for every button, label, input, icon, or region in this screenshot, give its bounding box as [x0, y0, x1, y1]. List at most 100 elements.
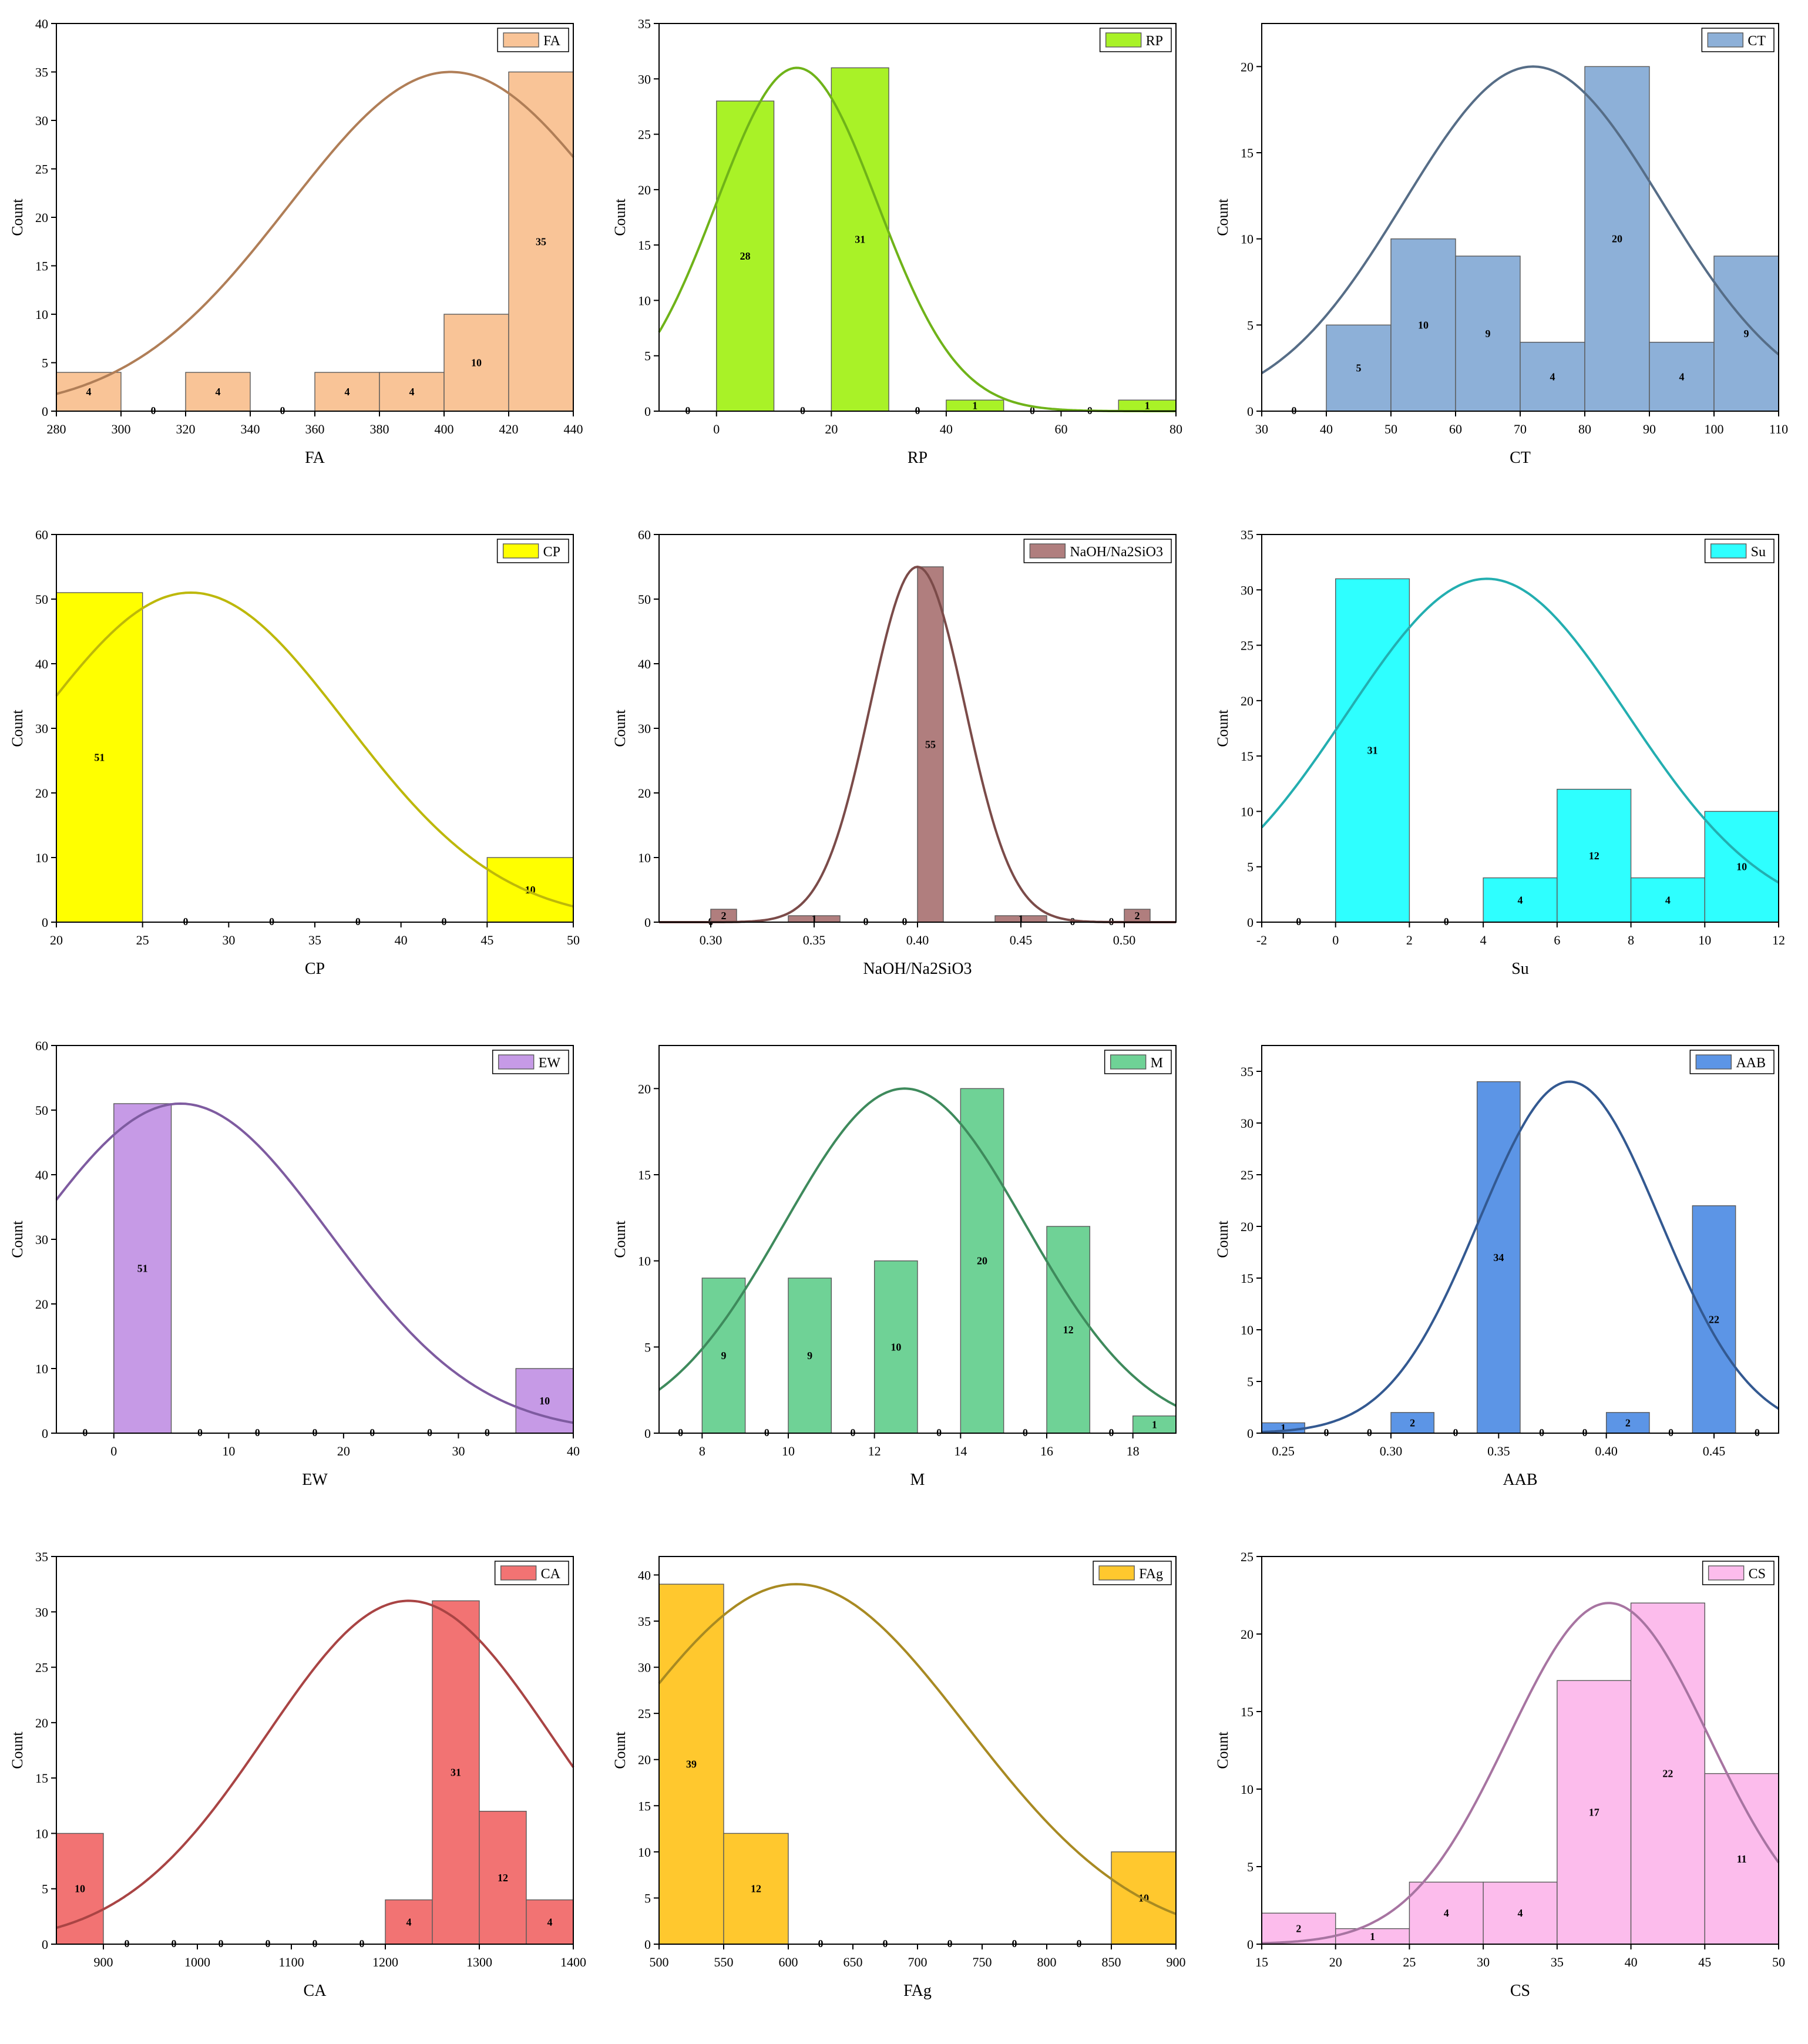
histogram-bar: [56, 592, 143, 923]
y-tick-label: 10: [1241, 804, 1253, 819]
x-tick-label: 8: [1628, 933, 1634, 947]
y-tick-label: 40: [638, 657, 651, 671]
x-tick-label: 45: [480, 933, 493, 947]
legend: Su: [1704, 539, 1775, 563]
plot-frame: [658, 23, 1177, 412]
y-tick-label: 20: [1241, 1219, 1253, 1234]
y-tick-label: 5: [42, 1882, 48, 1897]
x-tick-label: 400: [435, 422, 454, 436]
y-tick-label: 25: [35, 1660, 48, 1675]
normal-distribution-curve: [1261, 577, 1780, 884]
bar-count-label: 12: [498, 1872, 508, 1884]
x-tick-label: 0: [713, 422, 720, 436]
normal-distribution-curve: [55, 591, 574, 908]
bar-count-label: 12: [1589, 850, 1599, 862]
histogram-panel-fa: 4 0 4 0 4 4 10 35 280 300 320 340 360 380 400 420 440 0 5 1…: [0, 0, 603, 511]
bar-count-label: 10: [471, 357, 482, 369]
histogram-bar: [716, 100, 775, 412]
bar-count-label: 1: [1281, 1422, 1286, 1434]
y-tick-label: 40: [638, 1568, 651, 1582]
bar-count-label: 4: [216, 386, 221, 398]
x-tick-label: 18: [1127, 1444, 1140, 1458]
legend-swatch: [498, 1054, 535, 1070]
histogram-panel-su: 0 31 0 4 12 4 10 -2 0 2 4 6 8 10 12 0 5 10 15 20 25 30 35 Su Cou…: [1205, 511, 1808, 1022]
x-tick-label: 280: [47, 422, 66, 436]
bar-count-label: 4: [409, 386, 415, 398]
x-tick-label: 800: [1037, 1955, 1057, 1969]
x-tick-label: 0.35: [1487, 1444, 1510, 1458]
bar-count-label: 17: [1589, 1807, 1599, 1818]
y-tick-label: 10: [1241, 232, 1253, 247]
bar-count-label: 2: [1410, 1417, 1415, 1428]
x-tick-label: 16: [1040, 1444, 1053, 1458]
legend-label: CS: [1749, 1566, 1766, 1582]
histogram-bar: [960, 1088, 1004, 1434]
y-tick-label: 30: [638, 72, 651, 86]
x-tick-label: 80: [1170, 422, 1182, 436]
chart-svg: 021005510020.300.350.400.450.50010203040…: [611, 527, 1177, 978]
x-tick-label: 4: [1480, 933, 1487, 947]
x-tick-label: 2: [1406, 933, 1413, 947]
histogram-bar: [1692, 1205, 1736, 1434]
y-tick-label: 15: [1241, 146, 1253, 160]
y-tick-label: 35: [35, 65, 48, 80]
x-tick-label: 50: [567, 933, 580, 947]
x-tick-label: 380: [370, 422, 389, 436]
x-tick-label: 35: [308, 933, 321, 947]
histogram-panel-cp: 51 0 0 0 0 10 20 25 30 35 40 45 50 0 10 20 30 40 50 60 CP Cou…: [0, 511, 603, 1022]
histogram-panel-ca: 10 0 0 0 0 0 0 4 31 12 4 900 1000 1100 1200 1300 1400 0 5 1…: [0, 1533, 603, 2044]
y-axis-title: Count: [611, 1220, 629, 1258]
normal-distribution-curve: [1261, 65, 1780, 375]
y-tick-label: 15: [1241, 749, 1253, 764]
legend-swatch: [1710, 543, 1747, 559]
histogram-panel-ct: 0 5 10 9 4 20 4 9 30 40 50 60 70 80 90 100 110 0 5 10 15 20 CT…: [1205, 0, 1808, 511]
x-tick-label: 650: [843, 1955, 863, 1969]
legend: M: [1104, 1050, 1172, 1074]
y-tick-label: 5: [42, 356, 48, 371]
y-tick-label: 15: [638, 238, 651, 253]
bar-count-label: 22: [1662, 1768, 1673, 1780]
x-tick-label: 15: [1255, 1955, 1268, 1969]
legend-label: CP: [543, 544, 560, 560]
x-tick-label: 40: [567, 1444, 580, 1458]
y-axis-title: Count: [1214, 709, 1231, 747]
y-axis-title: Count: [9, 1220, 26, 1258]
bar-count-label: 28: [740, 250, 751, 262]
y-tick-label: 0: [1247, 1426, 1253, 1441]
legend: CA: [494, 1561, 569, 1585]
y-tick-label: 20: [1241, 694, 1253, 708]
legend-label: NaOH/Na2SiO3: [1070, 544, 1163, 560]
x-tick-label: 300: [112, 422, 131, 436]
x-tick-label: 1000: [184, 1955, 210, 1969]
y-tick-label: 30: [1241, 583, 1253, 597]
y-tick-label: 50: [638, 592, 651, 607]
bar-count-label: 20: [977, 1255, 987, 1267]
histogram-bar: [1390, 238, 1456, 412]
bar-count-label: 2: [721, 910, 727, 922]
y-tick-label: 25: [35, 162, 48, 177]
legend: EW: [492, 1050, 569, 1074]
histogram-bar: [1630, 1602, 1705, 1945]
bar-count-label: 9: [1486, 328, 1491, 339]
x-tick-label: 35: [1551, 1955, 1564, 1969]
y-tick-label: 30: [35, 1605, 48, 1619]
y-tick-label: 30: [35, 1232, 48, 1247]
legend: FAg: [1093, 1561, 1172, 1585]
y-tick-label: 10: [1241, 1782, 1253, 1797]
y-tick-label: 0: [644, 1426, 651, 1441]
x-axis-title: AAB: [1503, 1471, 1537, 1489]
x-tick-label: 500: [650, 1955, 669, 1969]
y-tick-label: 0: [42, 1937, 48, 1952]
y-tick-label: 20: [638, 1753, 651, 1767]
y-tick-label: 15: [1241, 1705, 1253, 1719]
x-tick-label: 0.45: [1703, 1444, 1726, 1458]
legend-label: FA: [543, 33, 561, 49]
y-tick-label: 25: [1241, 1168, 1253, 1182]
histogram-bar: [1557, 1680, 1632, 1945]
y-tick-label: 25: [638, 127, 651, 142]
y-tick-label: 40: [35, 657, 48, 671]
x-tick-label: 14: [954, 1444, 967, 1458]
